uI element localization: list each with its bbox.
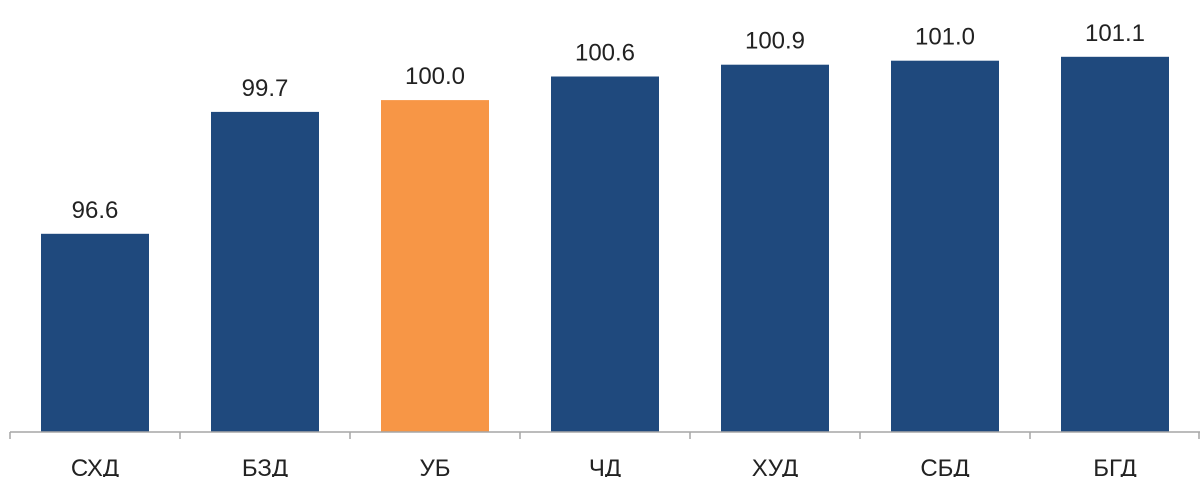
category-labels-group: СХД БЗД УБ ЧД ХУД СБД БГД [71, 455, 1137, 477]
category-label: СХД [71, 455, 119, 477]
bar-6 [891, 60, 999, 432]
bar-5 [721, 64, 829, 432]
value-label: 100.0 [405, 63, 465, 90]
value-label: 96.6 [72, 197, 119, 224]
value-label: 100.6 [575, 40, 635, 67]
value-labels-group: 96.6 99.7 100.0 100.6 100.9 101.0 101.1 [72, 20, 1145, 224]
value-label: 100.9 [745, 28, 805, 55]
category-label: ЧД [589, 455, 621, 477]
x-axis [9, 431, 1200, 439]
bars-group [41, 56, 1169, 433]
category-label: БЗД [242, 455, 288, 477]
value-label: 101.1 [1085, 20, 1145, 47]
category-label: ХУД [752, 455, 798, 477]
value-label: 99.7 [242, 75, 289, 102]
bar-2 [211, 111, 319, 433]
category-label: БГД [1093, 455, 1136, 477]
value-label: 101.0 [915, 24, 975, 51]
bar-4 [551, 76, 659, 432]
bar-3 [381, 100, 489, 432]
bar-7 [1061, 56, 1169, 433]
bar-1 [41, 233, 149, 432]
category-label: УБ [420, 455, 451, 477]
category-label: СБД [920, 455, 969, 477]
